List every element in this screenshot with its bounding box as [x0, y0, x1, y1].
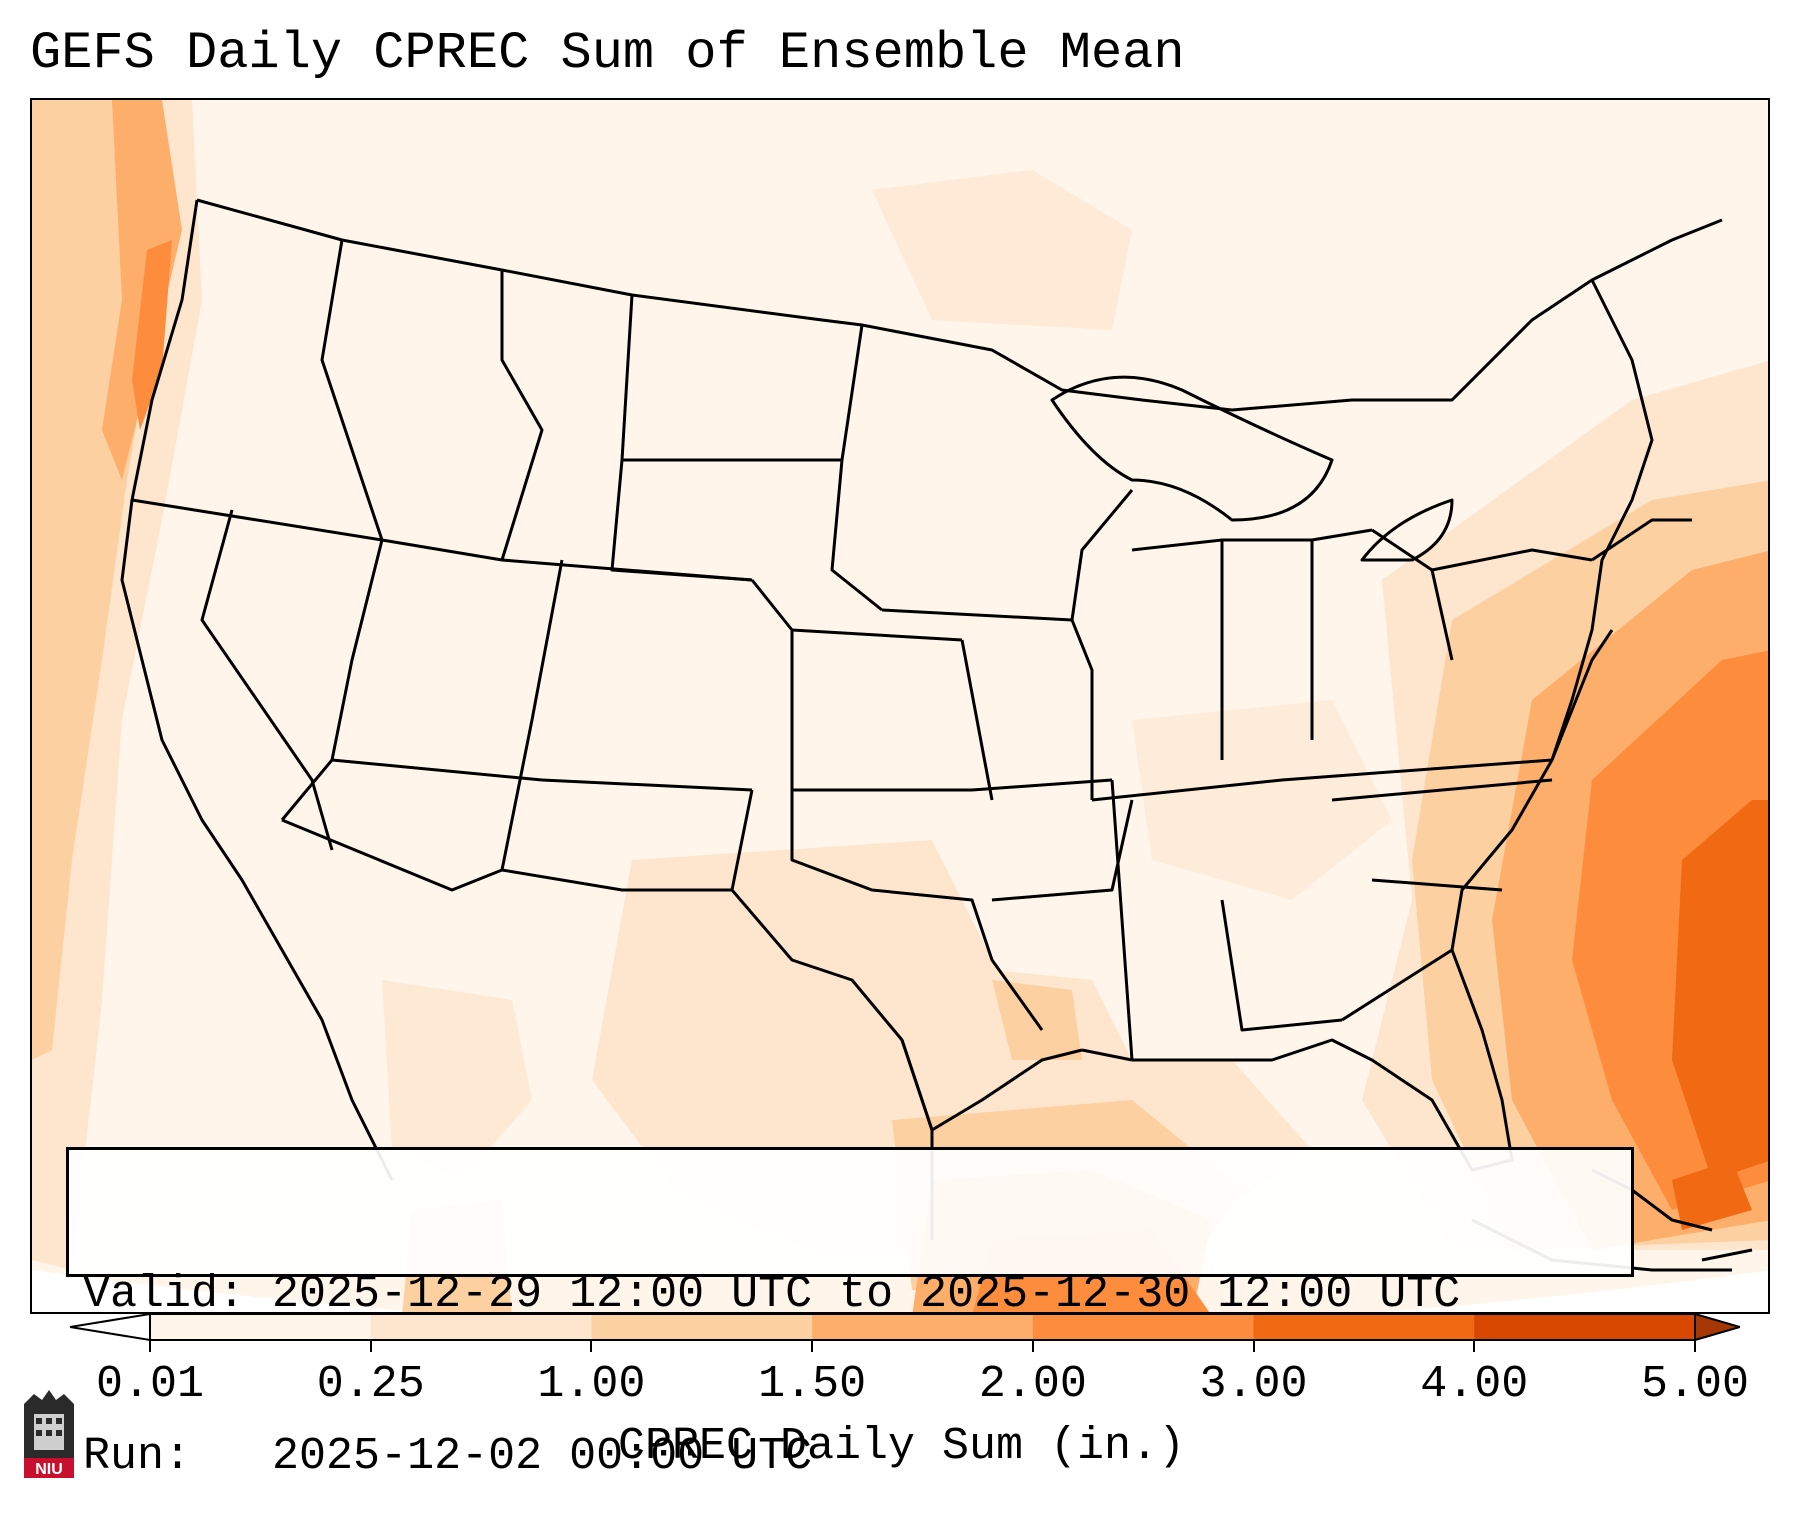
colorbar-segment	[1474, 1314, 1696, 1340]
colorbar-segment	[812, 1314, 1034, 1340]
map-panel	[30, 98, 1770, 1314]
colorbar-tick-label: 0.25	[316, 1359, 425, 1410]
valid-value: 2025-12-29 12:00 UTC to 2025-12-30 12:00…	[272, 1269, 1461, 1320]
valid-label: Valid:	[83, 1269, 246, 1320]
run-value: 2025-12-02 00:00 UTC	[272, 1431, 813, 1482]
colorbar-over-extension	[1694, 1312, 1740, 1342]
colorbar-tick-mark	[1694, 1340, 1696, 1352]
run-label: Run:	[83, 1431, 192, 1482]
colorbar-tick-mark	[1031, 1340, 1034, 1352]
precip-map	[32, 100, 1768, 1312]
colorbar-tick-label: 4.00	[1420, 1359, 1529, 1410]
colorbar-tick-mark	[811, 1340, 814, 1352]
colorbar	[70, 1312, 1740, 1342]
colorbar-tick-mark	[590, 1340, 593, 1352]
colorbar-title: CPREC Daily Sum (in.)	[617, 1421, 1186, 1472]
colorbar-tick-label: 2.00	[978, 1359, 1087, 1410]
colorbar-tick-label: 5.00	[1640, 1359, 1750, 1410]
colorbar-segment	[1253, 1314, 1475, 1340]
colorbar-tick-mark	[149, 1340, 151, 1352]
colorbar-under-extension	[70, 1312, 151, 1342]
validity-info-box: Valid: 2025-12-29 12:00 UTC to 2025-12-3…	[66, 1147, 1634, 1482]
projection-edge	[32, 1270, 1768, 1312]
colorbar-tick-mark	[1473, 1340, 1476, 1352]
colorbar-segment	[150, 1314, 372, 1340]
niu-logo: NIU	[24, 1390, 74, 1478]
valid-row: Valid: 2025-12-29 12:00 UTC to 2025-12-3…	[83, 1268, 1617, 1322]
map-title: GEFS Daily CPREC Sum of Ensemble Mean	[30, 24, 1185, 83]
colorbar-tick-mark	[1252, 1340, 1255, 1352]
colorbar-tick-label: 1.00	[537, 1359, 646, 1410]
colorbar-segment	[591, 1314, 813, 1340]
colorbar-segment	[1032, 1314, 1255, 1340]
colorbar-tick-label: 1.50	[758, 1359, 867, 1410]
colorbar-tick-mark	[369, 1340, 372, 1352]
boundary-lines	[120, 198, 1753, 1272]
colorbar-tick-label: 3.00	[1199, 1359, 1308, 1410]
colorbar-tick-label: 0.01	[95, 1359, 205, 1410]
colorbar-segment	[370, 1314, 592, 1340]
run-row: Run: 2025-12-02 00:00 UTC	[83, 1430, 1617, 1484]
precip-extreme-zones	[1672, 800, 1768, 1230]
logo-text: NIU	[35, 1461, 63, 1478]
